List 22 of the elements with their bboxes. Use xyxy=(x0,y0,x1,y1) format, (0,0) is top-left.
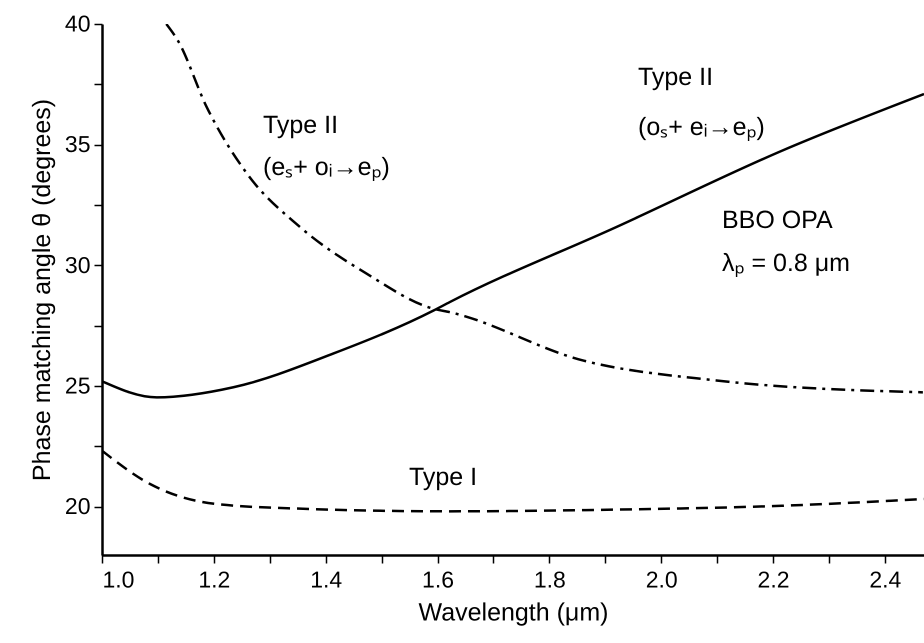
annotation: BBO OPA xyxy=(722,206,834,234)
x-tick-label: 1.8 xyxy=(534,566,566,592)
y-tick-label: 30 xyxy=(64,252,90,278)
annotation: (eₛ+ oᵢ→eₚ) xyxy=(263,153,390,181)
x-tick-label: 1.6 xyxy=(422,566,454,592)
y-tick-label: 20 xyxy=(64,493,90,520)
y-tick-label: 25 xyxy=(64,372,90,399)
annotation: Type II xyxy=(638,63,714,91)
annotation: Type II xyxy=(263,111,338,139)
x-tick-label: 1.4 xyxy=(310,566,342,592)
annotation: (oₛ+ eᵢ→eₚ) xyxy=(638,113,765,141)
y-axis-title: Phase matching angle θ (degrees) xyxy=(28,98,56,482)
x-tick-label: 2.2 xyxy=(758,566,790,592)
annotation: Type I xyxy=(409,463,478,491)
x-tick-label: 1.2 xyxy=(198,566,230,592)
x-tick-label: 2.0 xyxy=(646,566,678,592)
x-tick-label: 1.0 xyxy=(102,566,134,592)
y-tick-label: 35 xyxy=(64,131,90,158)
x-tick-label: 2.4 xyxy=(869,566,902,592)
annotation: λₚ = 0.8 μm xyxy=(722,249,850,277)
x-axis-title: Wavelength (μm) xyxy=(418,598,608,626)
y-tick-label: 40 xyxy=(64,10,90,36)
